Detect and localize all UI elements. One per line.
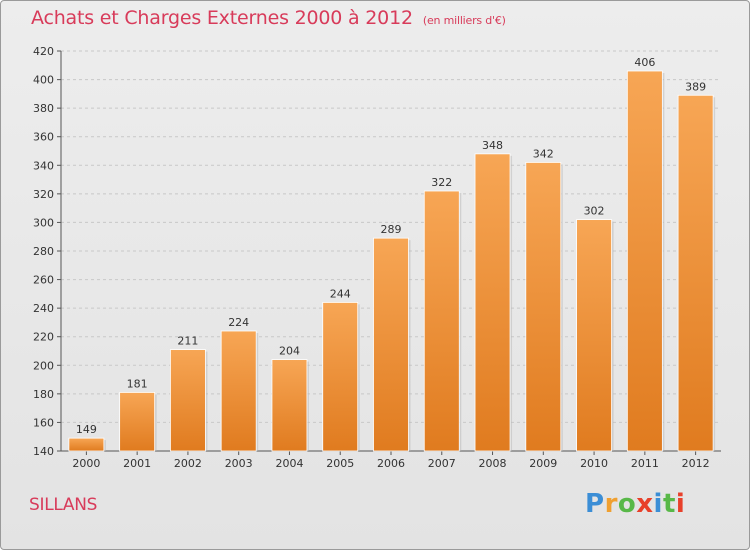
bar-value-label: 204 bbox=[279, 345, 300, 358]
logo-letter: t bbox=[662, 489, 676, 519]
bar bbox=[626, 70, 663, 452]
bar-value-label: 244 bbox=[330, 287, 351, 300]
bar-value-label: 322 bbox=[431, 176, 452, 189]
y-tick-label: 280 bbox=[33, 245, 54, 258]
x-tick-label: 2006 bbox=[377, 457, 405, 470]
bar bbox=[677, 94, 714, 452]
bar bbox=[220, 330, 257, 452]
y-tick-label: 380 bbox=[33, 102, 54, 115]
x-tick-label: 2009 bbox=[529, 457, 557, 470]
bar-value-label: 406 bbox=[634, 56, 655, 69]
logo-letter: o bbox=[617, 489, 637, 519]
y-tick-label: 360 bbox=[33, 131, 54, 144]
y-tick-label: 320 bbox=[33, 188, 54, 201]
bar-value-label: 342 bbox=[533, 147, 554, 160]
proxiti-logo: Proxiti bbox=[585, 489, 685, 519]
bar bbox=[373, 237, 409, 452]
bar bbox=[525, 162, 562, 452]
bar bbox=[423, 190, 460, 452]
y-tick-label: 220 bbox=[33, 331, 54, 344]
x-tick-label: 2007 bbox=[428, 457, 456, 470]
logo-letter: i bbox=[653, 489, 663, 519]
bar bbox=[322, 302, 359, 452]
y-tick-label: 240 bbox=[33, 302, 54, 315]
chart-title: Achats et Charges Externes 2000 à 2012 (e… bbox=[31, 7, 506, 29]
x-tick-label: 2011 bbox=[631, 457, 659, 470]
unit-label: (en milliers d'€) bbox=[422, 14, 506, 27]
x-tick-label: 2001 bbox=[123, 457, 151, 470]
title-text: Achats et Charges Externes 2000 à 2012 bbox=[31, 7, 413, 29]
y-tick-label: 160 bbox=[33, 416, 54, 429]
bar bbox=[271, 359, 308, 452]
bar bbox=[576, 219, 612, 452]
y-tick-label: 300 bbox=[33, 216, 54, 229]
x-tick-label: 2003 bbox=[225, 457, 253, 470]
logo-letter: P bbox=[585, 489, 605, 519]
x-tick-label: 2008 bbox=[479, 457, 507, 470]
bar bbox=[170, 349, 206, 452]
y-tick-label: 420 bbox=[33, 45, 54, 58]
bar-value-label: 149 bbox=[76, 423, 97, 436]
x-tick-label: 2010 bbox=[580, 457, 608, 470]
bar-value-label: 181 bbox=[127, 377, 148, 390]
bar-value-label: 224 bbox=[228, 316, 249, 329]
bar-value-label: 211 bbox=[177, 335, 198, 348]
bar-value-label: 348 bbox=[482, 139, 503, 152]
bar-value-label: 389 bbox=[685, 80, 706, 93]
y-tick-label: 260 bbox=[33, 274, 54, 287]
y-tick-label: 180 bbox=[33, 388, 54, 401]
y-tick-label: 200 bbox=[33, 359, 54, 372]
y-tick-label: 340 bbox=[33, 159, 54, 172]
logo-letter: x bbox=[636, 489, 654, 519]
bar bbox=[68, 437, 105, 452]
x-tick-label: 2012 bbox=[682, 457, 710, 470]
x-tick-label: 2000 bbox=[72, 457, 100, 470]
y-tick-label: 140 bbox=[33, 445, 54, 458]
bar bbox=[474, 153, 511, 452]
x-tick-label: 2004 bbox=[275, 457, 303, 470]
y-tick-label: 400 bbox=[33, 74, 54, 87]
logo-letter: i bbox=[675, 489, 686, 519]
logo-letter: r bbox=[604, 489, 618, 519]
x-tick-label: 2005 bbox=[326, 457, 354, 470]
bar-value-label: 302 bbox=[584, 205, 605, 218]
x-tick-label: 2002 bbox=[174, 457, 202, 470]
commune-name: SILLANS bbox=[29, 495, 98, 515]
bar-value-label: 289 bbox=[381, 223, 402, 236]
bar bbox=[119, 392, 156, 452]
